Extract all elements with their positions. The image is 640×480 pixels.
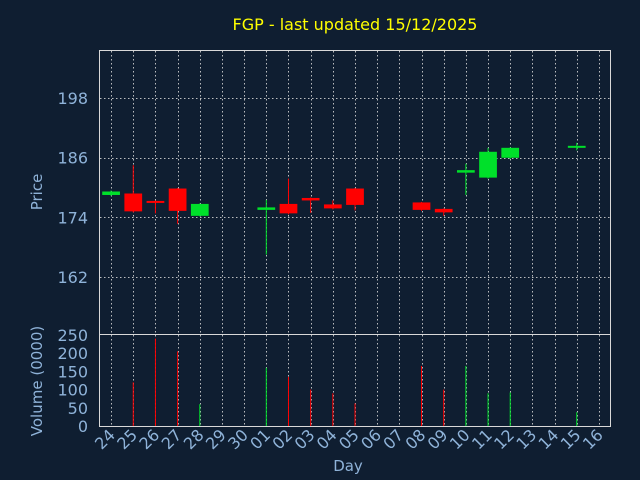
candle-body bbox=[301, 197, 320, 201]
price-tick-labels: 162 174 186 198 bbox=[57, 89, 88, 287]
candle-body bbox=[146, 200, 165, 203]
x-tick-labels: 2425262728293001020304050607080910111213… bbox=[91, 425, 607, 453]
candle-body bbox=[168, 188, 187, 211]
candle-body bbox=[567, 145, 586, 148]
price-tick-label: 162 bbox=[57, 268, 88, 287]
x-axis-label: Day bbox=[333, 457, 363, 475]
candle-body bbox=[102, 191, 120, 195]
price-tick-label: 186 bbox=[57, 149, 88, 168]
candle-body bbox=[457, 170, 475, 173]
volume-axis-label: Volume (0000) bbox=[28, 326, 46, 436]
price-axis-label: Price bbox=[28, 174, 46, 211]
price-tick-label: 174 bbox=[57, 208, 88, 227]
chart-title: FGP - last updated 15/12/2025 bbox=[233, 15, 478, 34]
volume-tick-label: 100 bbox=[57, 381, 88, 400]
candle-body bbox=[501, 147, 520, 158]
volume-tick-label: 50 bbox=[68, 399, 88, 418]
candle-body bbox=[257, 207, 276, 210]
candle-body bbox=[412, 202, 431, 210]
candle-body bbox=[479, 151, 497, 178]
candle-body bbox=[124, 193, 143, 212]
candle-body bbox=[434, 208, 453, 213]
candle-body bbox=[323, 204, 342, 209]
price-tick-label: 198 bbox=[57, 89, 88, 108]
volume-tick-label: 0 bbox=[78, 417, 88, 436]
volume-tick-label: 250 bbox=[57, 326, 88, 345]
candle-body bbox=[279, 203, 298, 214]
candle-body bbox=[190, 203, 209, 216]
volume-tick-label: 200 bbox=[57, 344, 88, 363]
volume-tick-label: 150 bbox=[57, 362, 88, 381]
volume-panel-frame bbox=[99, 334, 611, 427]
candlesticks bbox=[102, 142, 586, 255]
volume-bars bbox=[132, 338, 578, 426]
candle-body bbox=[346, 188, 364, 205]
